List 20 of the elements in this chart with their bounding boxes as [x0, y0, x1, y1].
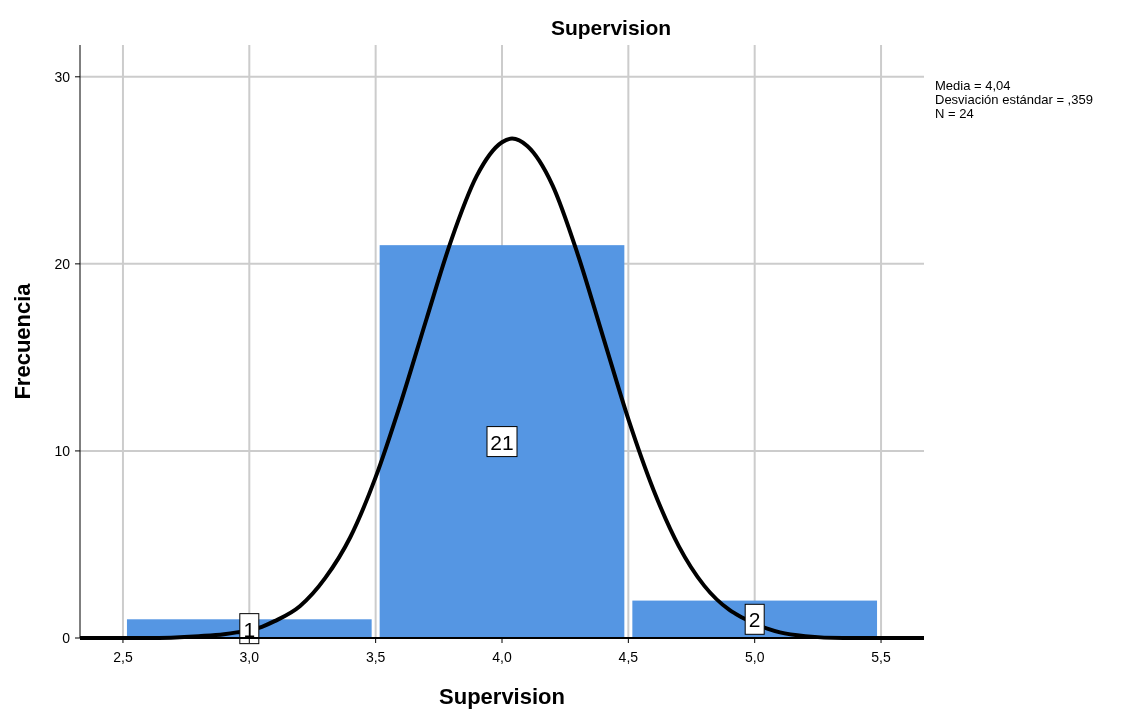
data-label: 1 [243, 617, 256, 641]
y-tick-label: 0 [62, 630, 71, 646]
x-axis-title: Supervision [439, 684, 565, 709]
x-tick-label: 5,5 [871, 649, 891, 665]
y-axis-title: Frecuencia [10, 282, 35, 400]
x-tick-label: 3,0 [239, 649, 260, 665]
y-tick-label: 20 [54, 255, 71, 272]
text: N = 24 [935, 106, 974, 121]
text: Media = 4,04 [935, 78, 1011, 93]
x-tick-label: 4,0 [492, 649, 512, 665]
x-tick-label: 2,5 [113, 649, 133, 665]
x-tick-label: 4,5 [618, 649, 639, 665]
x-tick-label: 5,0 [744, 649, 765, 665]
text: Desviación estándar = ,359 [935, 92, 1093, 107]
y-tick-label: 10 [54, 442, 71, 459]
chart-title: Supervision [550, 16, 672, 39]
data-label: 21 [490, 430, 514, 454]
x-tick-label: 3,5 [365, 649, 386, 665]
y-tick-label: 30 [54, 68, 71, 85]
data-label: 2 [748, 608, 761, 632]
